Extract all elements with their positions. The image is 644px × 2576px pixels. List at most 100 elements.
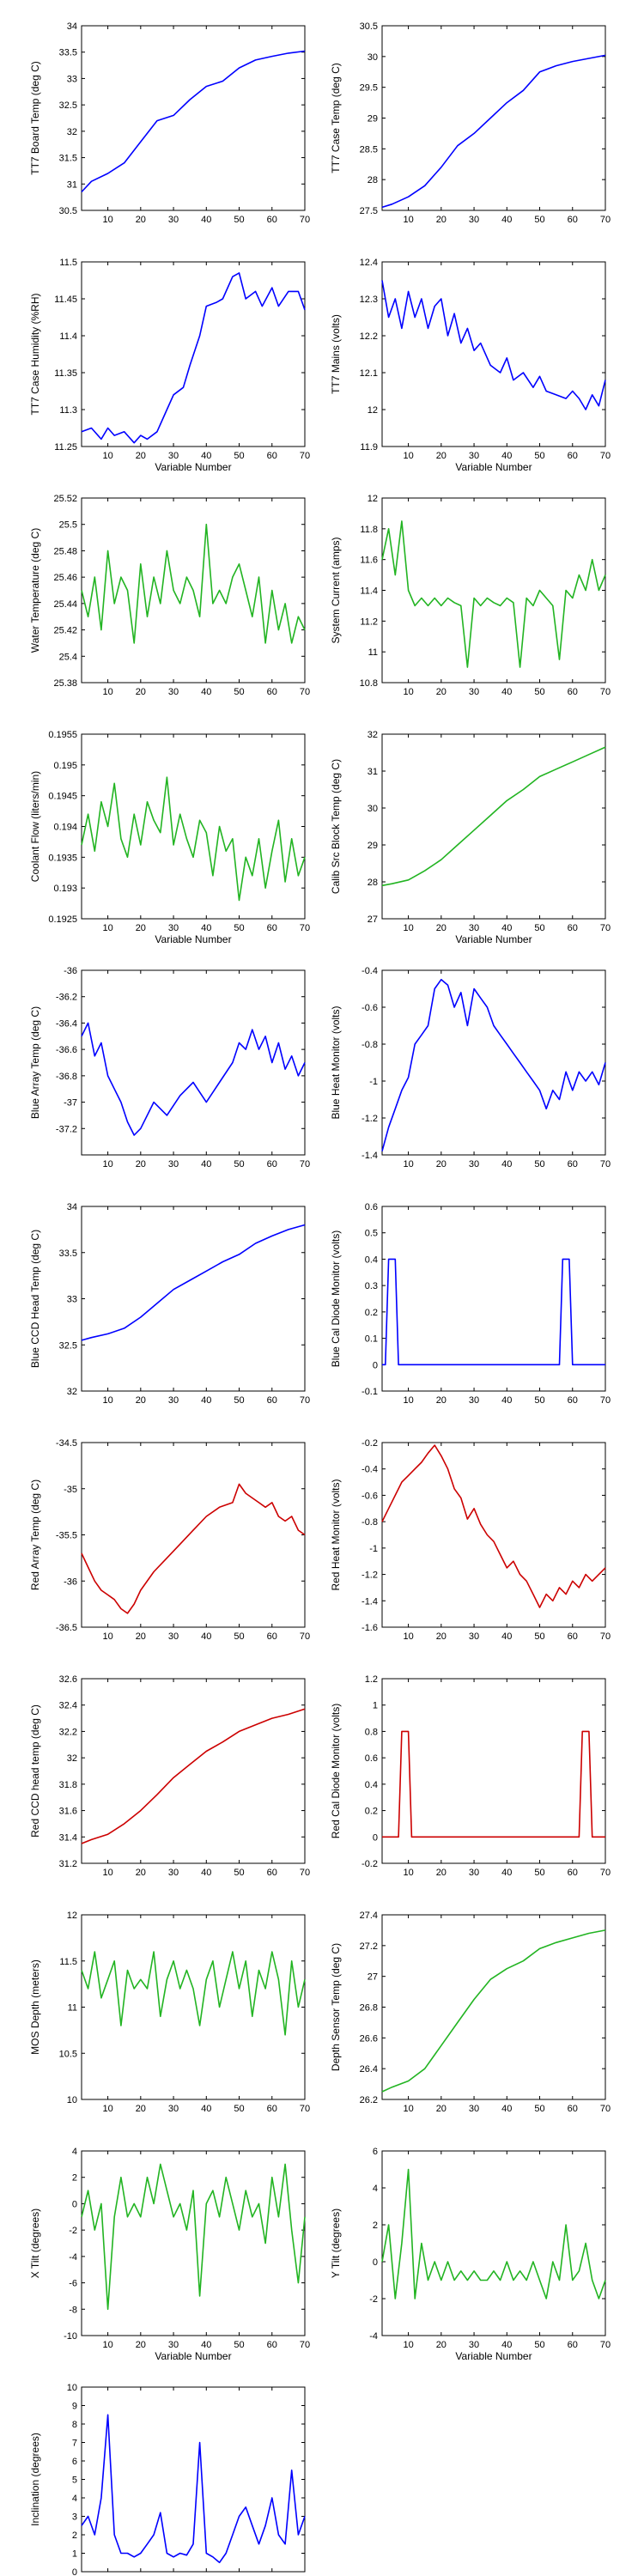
y-tick-label: -1.6	[361, 1623, 378, 1633]
x-tick-label: 40	[201, 1395, 211, 1406]
y-tick-label: 26.8	[360, 2003, 378, 2014]
series-line	[381, 520, 606, 668]
y-tick-label: 12.3	[360, 295, 378, 305]
y-tick-label: 0.8	[365, 1727, 378, 1737]
x-tick-label: 10	[102, 2340, 112, 2350]
x-tick-label: 10	[102, 1631, 112, 1642]
plot-frame	[381, 1206, 606, 1392]
x-tick-label: 30	[168, 2104, 179, 2114]
y-tick-label: 29.5	[360, 83, 378, 94]
x-tick-label: 20	[136, 1631, 146, 1642]
y-tick-label: -37.2	[56, 1124, 77, 1134]
series-line	[81, 1708, 306, 1844]
x-tick-label: 70	[300, 1395, 310, 1406]
x-axis-label: Variable Number	[455, 461, 532, 473]
y-tick-label: 25.52	[53, 494, 77, 504]
y-tick-label: 25.38	[53, 678, 77, 689]
y-axis-label: Blue Heat Monitor (volts)	[330, 1005, 342, 1119]
x-tick-label: 40	[201, 2104, 211, 2114]
y-tick-label: 0.5	[365, 1229, 378, 1239]
x-tick-label: 70	[300, 1631, 310, 1642]
y-tick-label: 12.2	[360, 331, 378, 342]
x-tick-label: 10	[102, 1159, 112, 1170]
y-tick-label: 31	[67, 179, 77, 190]
x-tick-label: 30	[168, 687, 179, 697]
y-tick-label: -1.4	[361, 1596, 378, 1607]
y-tick-label: 34	[67, 21, 77, 32]
chart-panel-15: 10 20 30 40 50 60 70 31.2 31.4 31.6 31.8 32 32.2 32.4…	[29, 1674, 310, 1878]
chart-panel-12: 10 20 30 40 50 60 70 -0.1 0 0.1 0.2 0.3 0.4 0.5 0.6 Blu…	[330, 1202, 611, 1406]
x-tick-label: 40	[501, 2104, 512, 2114]
y-tick-label: 5	[72, 2476, 77, 2486]
y-tick-label: 32	[67, 1387, 77, 1397]
y-tick-label: 31.4	[59, 1832, 77, 1843]
chart-panel-13: 10 20 30 40 50 60 70 -36.5 -36 -35.5 -35 -34.5 Red A…	[29, 1438, 310, 1642]
series-line	[81, 1951, 306, 2036]
y-axis-label: Blue Array Temp (deg C)	[29, 1006, 41, 1119]
y-axis-label: Inclination (degrees)	[29, 2433, 41, 2526]
y-tick-label: 25.4	[59, 652, 77, 662]
x-tick-label: 60	[568, 451, 578, 461]
x-tick-label: 40	[501, 1159, 512, 1170]
x-tick-label: 30	[168, 1159, 179, 1170]
y-tick-label: 11.5	[59, 1957, 77, 1967]
x-tick-label: 40	[201, 2340, 211, 2350]
x-axis-label: Variable Number	[155, 461, 231, 473]
y-tick-label: 6	[72, 2457, 77, 2467]
y-tick-label: 0.195	[53, 761, 77, 771]
y-tick-label: -4	[369, 2331, 378, 2342]
y-tick-label: 11.2	[360, 617, 378, 627]
y-tick-label: 12.4	[360, 258, 378, 268]
chart-panel-1: 10 20 30 40 50 60 70 30.5 31 31.5 32 32.5 33 33.5 34 TT…	[29, 21, 310, 225]
x-tick-label: 50	[534, 1159, 544, 1170]
y-tick-label: -0.2	[361, 1859, 378, 1869]
x-tick-label: 20	[436, 1159, 447, 1170]
y-tick-label: 25.42	[53, 626, 77, 636]
y-tick-label: 0.6	[365, 1753, 378, 1764]
y-tick-label: 27.2	[360, 1941, 378, 1952]
x-tick-label: 60	[267, 1631, 277, 1642]
x-tick-label: 60	[267, 923, 277, 933]
x-tick-label: 60	[568, 1868, 578, 1878]
x-tick-label: 50	[534, 1631, 544, 1642]
y-axis-label: Calib Src Block Temp (deg C)	[330, 759, 342, 894]
y-tick-label: 28	[368, 878, 378, 888]
x-tick-label: 50	[234, 2340, 244, 2350]
y-tick-label: 33.5	[59, 48, 77, 58]
chart-panel-8: 10 20 30 40 50 60 70 27 28 29 30 31 32 Calib Src Bloc…	[330, 730, 611, 945]
y-tick-label: -35	[64, 1485, 77, 1495]
x-tick-label: 40	[501, 687, 512, 697]
y-axis-label: TT7 Mains (volts)	[330, 314, 342, 394]
y-tick-label: -0.4	[361, 966, 378, 976]
x-tick-label: 20	[436, 2340, 447, 2350]
y-axis-label: Red Array Temp (deg C)	[29, 1479, 41, 1590]
y-tick-label: 11.35	[54, 368, 77, 379]
y-tick-label: -0.6	[361, 1003, 378, 1013]
y-tick-label: 4	[373, 2184, 378, 2194]
x-tick-label: 70	[300, 2104, 310, 2114]
y-tick-label: 4	[72, 2147, 77, 2157]
x-tick-label: 60	[568, 215, 578, 225]
plot-frame	[381, 733, 606, 920]
x-tick-label: 20	[136, 1159, 146, 1170]
x-tick-label: 40	[201, 451, 211, 461]
y-tick-label: 11.45	[54, 295, 77, 305]
x-tick-label: 30	[469, 1159, 479, 1170]
x-tick-label: 60	[267, 1868, 277, 1878]
chart-panel-5: 10 20 30 40 50 60 70 25.38 25.4 25.42 25.44 25.46 25…	[29, 494, 310, 697]
plot-frame	[381, 497, 606, 683]
x-tick-label: 60	[568, 1395, 578, 1406]
y-tick-label: 32	[67, 127, 77, 137]
y-tick-label: 28	[368, 175, 378, 185]
y-tick-label: 1	[373, 1701, 378, 1711]
x-tick-label: 10	[102, 2104, 112, 2114]
x-tick-label: 60	[568, 923, 578, 933]
x-tick-label: 10	[102, 215, 112, 225]
y-tick-label: -36.4	[56, 1018, 77, 1029]
y-axis-label: Water Temperature (deg C)	[29, 528, 41, 653]
x-tick-label: 50	[234, 215, 244, 225]
x-tick-label: 70	[300, 215, 310, 225]
x-tick-label: 70	[300, 451, 310, 461]
chart-panel-9: 10 20 30 40 50 60 70 -37.2 -37 -36.8 -36.6 -36.4 -36…	[29, 966, 310, 1170]
chart-panel-3: 10 20 30 40 50 60 70 11.25 11.3 11.35 11.4 11.45 11.…	[29, 258, 310, 473]
